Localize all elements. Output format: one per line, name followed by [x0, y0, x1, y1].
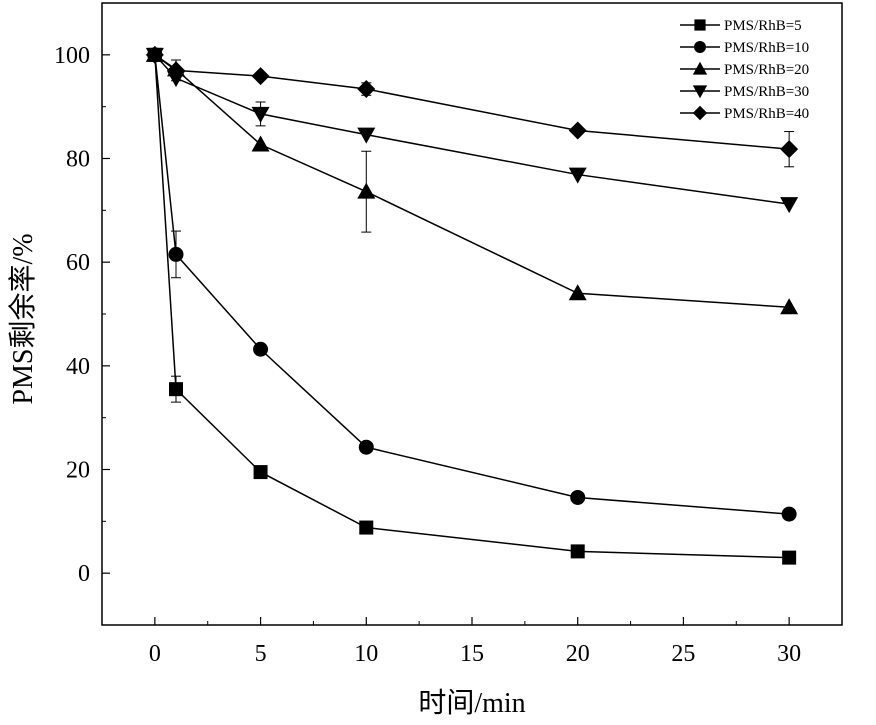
data-point: [359, 520, 374, 535]
y-tick-label: 0: [78, 561, 90, 587]
y-axis-ticks: 0 20 40 60 80 100: [54, 43, 110, 587]
y-axis-title: PMS剩余率/%: [7, 233, 39, 404]
y-tick-label: 40: [66, 354, 90, 380]
data-point: [145, 45, 164, 64]
data-point: [358, 439, 374, 455]
data-point: [357, 182, 376, 199]
data-point: [570, 544, 585, 559]
series-line-2: [154, 54, 790, 515]
data-point: [251, 106, 270, 123]
legend-label: PMS/RhB=5: [724, 18, 802, 34]
legend-label: PMS/RhB=30: [724, 84, 809, 100]
x-tick-label: 0: [149, 641, 161, 667]
series-markers: [145, 45, 799, 565]
data-point: [169, 382, 183, 397]
x-tick-label: 10: [354, 641, 378, 667]
data-point: [781, 506, 797, 522]
legend-marker: [692, 85, 708, 99]
data-point: [168, 246, 184, 262]
legend-label: PMS/RhB=20: [724, 62, 809, 78]
legend-marker: [694, 19, 706, 31]
data-point: [780, 197, 799, 214]
series-line-1: [154, 54, 790, 559]
data-point: [357, 80, 376, 99]
legend: PMS/RhB=5 PMS/RhB=10 PMS/RhB=20 PMS/RhB=30 P…: [680, 18, 809, 122]
x-tick-label: 20: [566, 641, 590, 667]
data-point: [568, 121, 587, 140]
data-point: [780, 140, 799, 159]
data-point: [570, 489, 586, 505]
x-tick-label: 30: [777, 641, 801, 667]
x-axis-ticks: 0 5 10 15 20 25 30: [149, 617, 801, 667]
data-point: [253, 465, 268, 480]
data-point: [780, 298, 799, 315]
data-point: [357, 127, 376, 144]
data-point: [251, 135, 270, 152]
series-line-3: [154, 54, 790, 309]
y-tick-label: 100: [54, 43, 90, 69]
legend-label: PMS/RhB=10: [724, 40, 809, 56]
data-point: [782, 550, 797, 565]
x-tick-label: 25: [671, 641, 695, 667]
y-tick-label: 60: [66, 250, 90, 276]
x-axis-title: 时间/min: [418, 687, 525, 719]
legend-label: PMS/RhB=40: [724, 106, 809, 122]
data-point: [253, 341, 269, 357]
data-point: [251, 67, 270, 86]
y-tick-label: 20: [66, 458, 90, 484]
data-point: [568, 167, 587, 184]
legend-marker: [694, 41, 706, 53]
data-point: [568, 284, 587, 301]
series-lines: [154, 54, 790, 559]
series-line-4: [154, 54, 790, 205]
legend-marker: [692, 61, 708, 75]
data-point: [167, 61, 185, 80]
x-tick-label: 5: [255, 641, 267, 667]
y-tick-label: 80: [66, 147, 90, 173]
legend-marker: [692, 105, 708, 121]
x-tick-label: 15: [460, 641, 484, 667]
